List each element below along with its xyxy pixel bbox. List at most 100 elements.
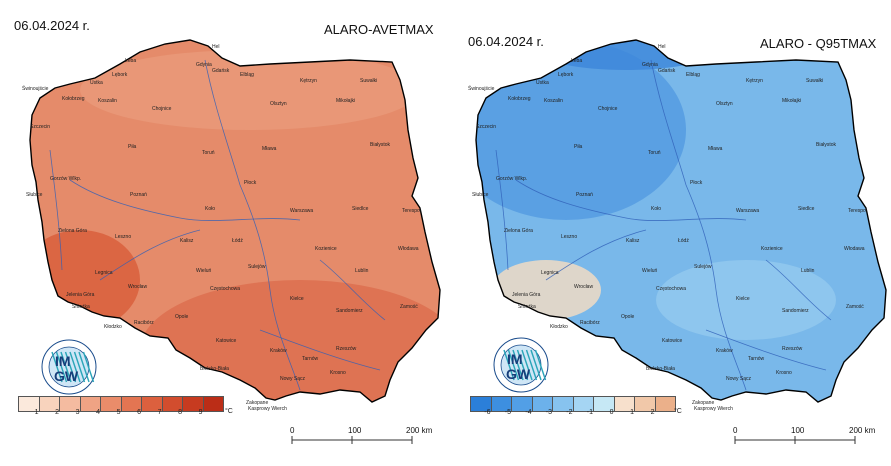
city-label: Opole: [175, 314, 189, 320]
legend-tick-label: -5: [504, 409, 511, 416]
city-label: Świnoujście: [468, 84, 495, 92]
city-label: Gorzów Wlkp.: [50, 176, 81, 182]
legend-swatch: [79, 396, 100, 412]
imgw-logo: IM GW: [492, 336, 550, 394]
city-label: Mława: [262, 146, 277, 152]
city-label: Kalisz: [626, 238, 640, 244]
city-label: Kielce: [736, 296, 750, 302]
city-label: Łódź: [678, 238, 689, 244]
river: [99, 229, 201, 281]
legend-tick-label: -3: [545, 409, 552, 416]
city-label: Kielce: [290, 296, 304, 302]
city-label: Włodawa: [844, 246, 865, 252]
city-label: Chojnice: [598, 106, 618, 112]
city-label: Krosno: [330, 370, 346, 376]
city-label: Zielona Góra: [58, 228, 87, 234]
city-label: Ustka: [90, 80, 103, 86]
city-label: Kozienice: [315, 246, 337, 252]
city-label: Płock: [244, 180, 257, 186]
map-title: ALARO - Q95TMAX: [760, 36, 877, 51]
anomaly-legend-labels: -6 -5 -4 -3 -2 -1 0 1 2: [470, 409, 654, 416]
legend-tick-label: 9: [198, 409, 203, 416]
city-label: Hel: [212, 44, 220, 50]
legend-swatch: [470, 396, 491, 412]
legend-swatch: [100, 396, 121, 412]
city-label: Koszalin: [98, 98, 117, 104]
city-label: Katowice: [216, 338, 237, 344]
city-label: Częstochowa: [210, 286, 240, 292]
city-label: Kętrzyn: [300, 78, 317, 84]
city-label: Sulejów: [694, 264, 712, 270]
map-title: ALARO-AVETMAX: [324, 22, 434, 37]
city-label: Kłodzko: [550, 324, 568, 330]
city-label: Leszno: [115, 234, 131, 240]
southeast-zone: [656, 260, 836, 340]
city-label: Kłodzko: [104, 324, 122, 330]
city-label: Terespol: [848, 208, 867, 214]
river: [765, 259, 832, 321]
coast-cold-zone: [536, 40, 716, 70]
legend-tick-label: 4: [96, 409, 100, 416]
legend-swatch: [654, 396, 676, 412]
city-label: Świnoujście: [22, 84, 49, 92]
city-label: Gdynia: [196, 62, 212, 68]
city-label: Gdańsk: [658, 68, 676, 74]
legend-swatch: [613, 396, 634, 412]
country-border: [475, 39, 887, 403]
legend-tick-label: 5: [116, 409, 121, 416]
legend-tick-label: 7: [157, 409, 162, 416]
city-label: Kołobrzeg: [62, 96, 85, 102]
city-label: Wrocław: [574, 284, 593, 290]
city-label: Toruń: [202, 150, 215, 156]
city-label: Mława: [708, 146, 723, 152]
legend-tick-label: 6: [137, 409, 141, 416]
city-label: Piła: [574, 144, 583, 150]
legend-swatch: [141, 396, 162, 412]
scale-label: 0: [733, 426, 738, 435]
city-label: Wieluń: [196, 268, 212, 274]
legend-swatch: [120, 396, 141, 412]
legend-tick-label: -6: [484, 409, 491, 416]
legend-swatch: [634, 396, 655, 412]
logo-text-top: IM: [55, 353, 71, 369]
scale-label: 100: [791, 426, 805, 435]
city-label: Sandomierz: [782, 308, 809, 314]
city-label: Elbląg: [240, 72, 254, 78]
legend-tick-label: -1: [586, 409, 593, 416]
legend-tick-label: 0: [609, 409, 614, 416]
city-label: Olsztyn: [716, 101, 733, 107]
city-label: Bielsko-Biała: [200, 366, 229, 372]
city-label: Rzeszów: [782, 346, 803, 352]
logo-text-bottom: GW: [54, 368, 79, 384]
river: [495, 149, 509, 271]
city-label: Łeba: [125, 58, 136, 64]
city-label: Bielsko-Biała: [646, 366, 675, 372]
city-label: Suwałki: [360, 78, 377, 84]
river: [319, 259, 386, 321]
city-label: Ustka: [536, 80, 549, 86]
city-label: Włodawa: [398, 246, 419, 252]
city-label: Kozienice: [761, 246, 783, 252]
city-label: Toruń: [648, 150, 661, 156]
legend-unit: °C: [225, 408, 233, 415]
avetmax-map-panel: 06.04.2024 r. ALARO-AVETMAX Łeba Lębork He…: [0, 0, 445, 451]
city-label: Płock: [690, 180, 703, 186]
city-label: Sulejów: [248, 264, 266, 270]
scale-label: 100: [348, 426, 362, 435]
city-label: Elbląg: [686, 72, 700, 78]
city-label: Koło: [651, 206, 661, 212]
city-label: Łódź: [232, 238, 243, 244]
north-cool-zone: [80, 50, 420, 130]
river: [705, 329, 827, 371]
city-label: Warszawa: [290, 208, 313, 214]
logo-text-top: IM: [507, 351, 523, 367]
legend-tick-label: 1: [630, 409, 634, 416]
temperature-legend-bar: [18, 396, 224, 412]
city-label: Śnieżka: [518, 302, 536, 310]
city-label: Opole: [621, 314, 635, 320]
southwest-warm-zone: [30, 230, 140, 330]
city-label: Jelenia Góra: [512, 292, 541, 298]
city-label: Koszalin: [544, 98, 563, 104]
city-label: Koło: [205, 206, 215, 212]
city-label: Sandomierz: [336, 308, 363, 314]
